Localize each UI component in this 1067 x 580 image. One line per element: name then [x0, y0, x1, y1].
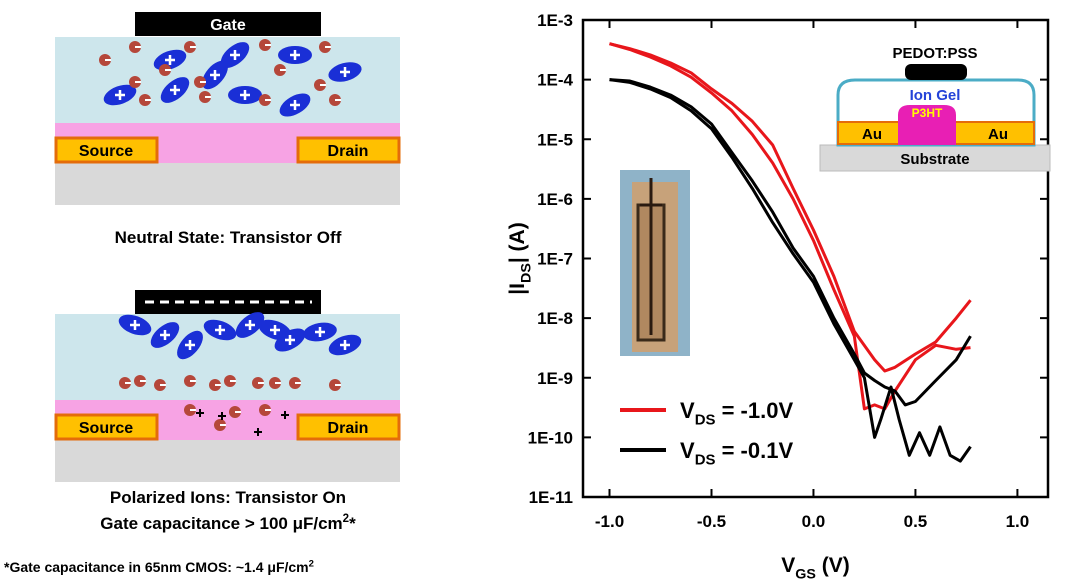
text-part: (V): [816, 554, 850, 577]
pedot: [905, 64, 967, 80]
text-part: V: [680, 398, 695, 423]
inset-label: P3HT: [912, 106, 943, 120]
text-part: DS: [695, 452, 716, 469]
text-part: | (A): [506, 222, 529, 263]
text-part: V: [781, 554, 795, 577]
x-tick-label: 0.5: [904, 512, 928, 531]
text-part: Gate capacitance > 100 μF/cm: [100, 514, 342, 533]
inset-label: Substrate: [900, 151, 969, 168]
drain-label: Drain: [328, 420, 369, 437]
inset-label: PEDOT:PSS: [892, 45, 977, 62]
y-tick-label: 1E-9: [537, 369, 573, 388]
gate-label: Gate: [210, 17, 246, 34]
x-tick-label: 1.0: [1006, 512, 1030, 531]
y-tick-label: 1E-3: [537, 11, 573, 30]
x-tick-label: -0.5: [697, 512, 726, 531]
y-tick-label: 1E-10: [528, 428, 573, 447]
legend-label: VDS = -0.1V: [680, 438, 793, 469]
device-photo: [620, 170, 690, 356]
caption: Polarized Ions: Transistor On: [110, 488, 346, 507]
text-part: V: [680, 438, 695, 463]
text-part: DS: [695, 412, 716, 429]
inset-label: Au: [988, 126, 1008, 143]
text-part: = -0.1V: [715, 438, 793, 463]
y-tick-label: 1E-11: [529, 488, 573, 507]
inset-label: Au: [862, 126, 882, 143]
figure: Gate Source Drain Neutral State: Transis…: [0, 0, 1067, 580]
x-tick-label: -1.0: [595, 512, 624, 531]
caption-2: Gate capacitance > 100 μF/cm2*: [100, 513, 356, 533]
diagram-polarized: Source Drain Polarized Ions: Transistor …: [55, 290, 400, 533]
text-part: |I: [506, 283, 529, 295]
source-label: Source: [79, 143, 133, 160]
device-schematic: PEDOT:PSS Ion Gel P3HT Au Au Substrate: [820, 45, 1050, 171]
text-part: *: [349, 514, 356, 533]
substrate: [55, 440, 400, 482]
inset-label: Ion Gel: [910, 87, 961, 104]
y-tick-label: 1E-7: [537, 250, 573, 269]
text-part: DS: [518, 263, 534, 283]
text-part: 2: [309, 558, 314, 569]
text-part: = -1.0V: [715, 398, 793, 423]
caption: Neutral State: Transistor Off: [115, 228, 342, 247]
text-part: *Gate capacitance in 65nm CMOS: ~1.4 μF/…: [4, 559, 309, 575]
x-tick-label: 0.0: [802, 512, 826, 531]
y-tick-label: 1E-6: [537, 190, 573, 209]
source-label: Source: [79, 420, 133, 437]
diagram-neutral: Gate Source Drain Neutral State: Transis…: [55, 12, 400, 247]
drain-label: Drain: [328, 143, 369, 160]
y-tick-label: 1E-5: [537, 130, 573, 149]
text-part: GS: [795, 566, 816, 580]
substrate: [55, 163, 400, 205]
y-axis-label: |IDS| (A): [506, 222, 534, 294]
legend-label: VDS = -1.0V: [680, 398, 793, 429]
x-axis-label: VGS (V): [781, 554, 849, 580]
y-tick-label: 1E-4: [537, 71, 573, 90]
y-tick-label: 1E-8: [537, 309, 573, 328]
footnote: *Gate capacitance in 65nm CMOS: ~1.4 μF/…: [4, 558, 314, 575]
